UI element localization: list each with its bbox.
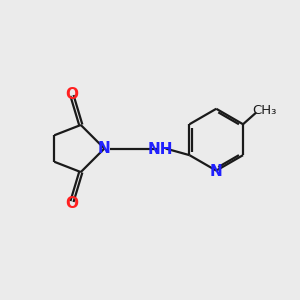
Text: O: O <box>65 196 78 211</box>
Text: CH₃: CH₃ <box>252 104 277 118</box>
Text: NH: NH <box>148 142 173 158</box>
Text: N: N <box>210 164 223 179</box>
Text: N: N <box>98 141 111 156</box>
Text: O: O <box>65 87 78 102</box>
